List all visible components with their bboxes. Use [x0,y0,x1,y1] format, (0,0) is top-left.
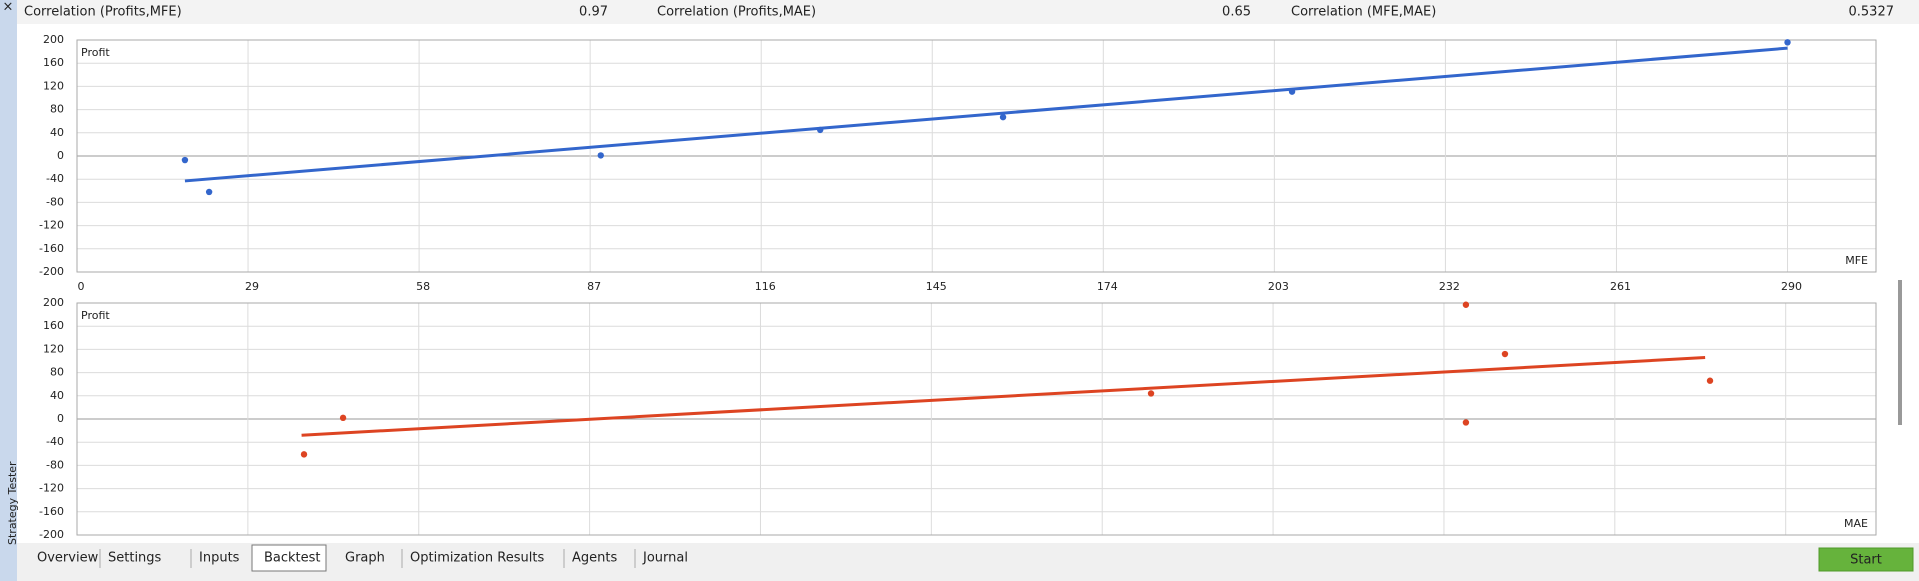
data-point [1501,350,1509,358]
tab[interactable]: Graph [345,551,385,566]
data-point [339,414,347,422]
data-point [1462,419,1470,426]
stat-value: 0.65 [1222,5,1251,20]
data-point [1784,39,1791,46]
tab-bar [17,543,1919,581]
x-tick-label: 145 [926,280,947,293]
y-tick-label: 120 [43,79,64,92]
x-tick-label: 174 [1097,280,1118,293]
y-tick-label: 0 [57,149,64,162]
tab-selected[interactable] [251,544,327,572]
x-tick-label: 58 [416,280,430,293]
y-tick-label: -40 [46,435,64,448]
data-point [1147,390,1155,397]
x-tick-label: 261 [1610,280,1631,293]
start-button-label[interactable]: Start [1850,553,1882,568]
x-tick-label: 290 [1781,280,1802,293]
data-point [300,451,308,458]
y-tick-label: -160 [39,242,64,255]
y-tick-label: 80 [50,103,64,116]
scrollbar[interactable] [1898,280,1902,425]
x-tick-label: 116 [755,280,776,293]
tab[interactable]: Optimization Results [410,551,544,566]
y-tick-label: 80 [50,366,64,379]
sidebar-title: Strategy Tester [6,461,19,545]
y-tick-label: -160 [39,505,64,518]
data-point [181,156,189,164]
stat-value: 0.97 [579,5,608,20]
data-point [205,188,213,196]
trend-line [184,46,1788,183]
y-tick-label: 120 [43,342,64,355]
trend-line [301,356,1706,437]
y-tick-label: -80 [46,458,64,471]
y-tick-label: 200 [43,33,64,46]
tab[interactable]: Backtest [264,551,321,566]
stats-bar [0,0,1919,24]
data-point [1706,377,1714,384]
data-point [597,152,604,159]
x-tick-label: 203 [1268,280,1289,293]
x-tick-label: 232 [1439,280,1460,293]
y-tick-label: -40 [46,172,64,185]
y-tick-label: -200 [39,265,64,278]
y-tick-label: 40 [50,126,64,139]
y-tick-label: 200 [43,296,64,309]
plot-frame [76,302,1877,536]
data-point [1462,301,1470,308]
data-point [816,126,824,134]
y-axis-label: Profit [81,46,110,59]
x-axis-label: MFE [1845,254,1868,267]
data-point [999,113,1007,121]
tab[interactable]: Inputs [199,551,240,566]
tab[interactable]: Journal [642,551,688,566]
y-tick-label: 40 [50,389,64,402]
y-tick-label: -80 [46,195,64,208]
close-icon[interactable]: × [3,0,14,15]
x-tick-label: 29 [245,280,259,293]
tab[interactable]: Agents [572,551,617,566]
x-tick-label: 87 [587,280,601,293]
x-axis-label: MAE [1844,517,1868,530]
stat-value: 0.5327 [1849,5,1895,20]
tab[interactable]: Settings [108,551,162,566]
y-tick-label: -200 [39,528,64,541]
y-tick-label: 0 [57,412,64,425]
y-tick-label: 160 [43,56,64,69]
plot-frame [76,39,1877,273]
start-button[interactable] [1818,547,1914,572]
stat-label: Correlation (Profits,MFE) [24,5,182,20]
stat-label: Correlation (Profits,MAE) [657,5,816,20]
x-tick-label: 0 [78,280,85,293]
tab[interactable]: Overview [37,551,99,566]
sidebar [0,0,17,581]
y-tick-label: -120 [39,219,64,232]
stat-label: Correlation (MFE,MAE) [1291,5,1436,20]
y-axis-label: Profit [81,309,110,322]
y-tick-label: -120 [39,482,64,495]
y-tick-label: 160 [43,319,64,332]
data-point [1288,88,1296,95]
